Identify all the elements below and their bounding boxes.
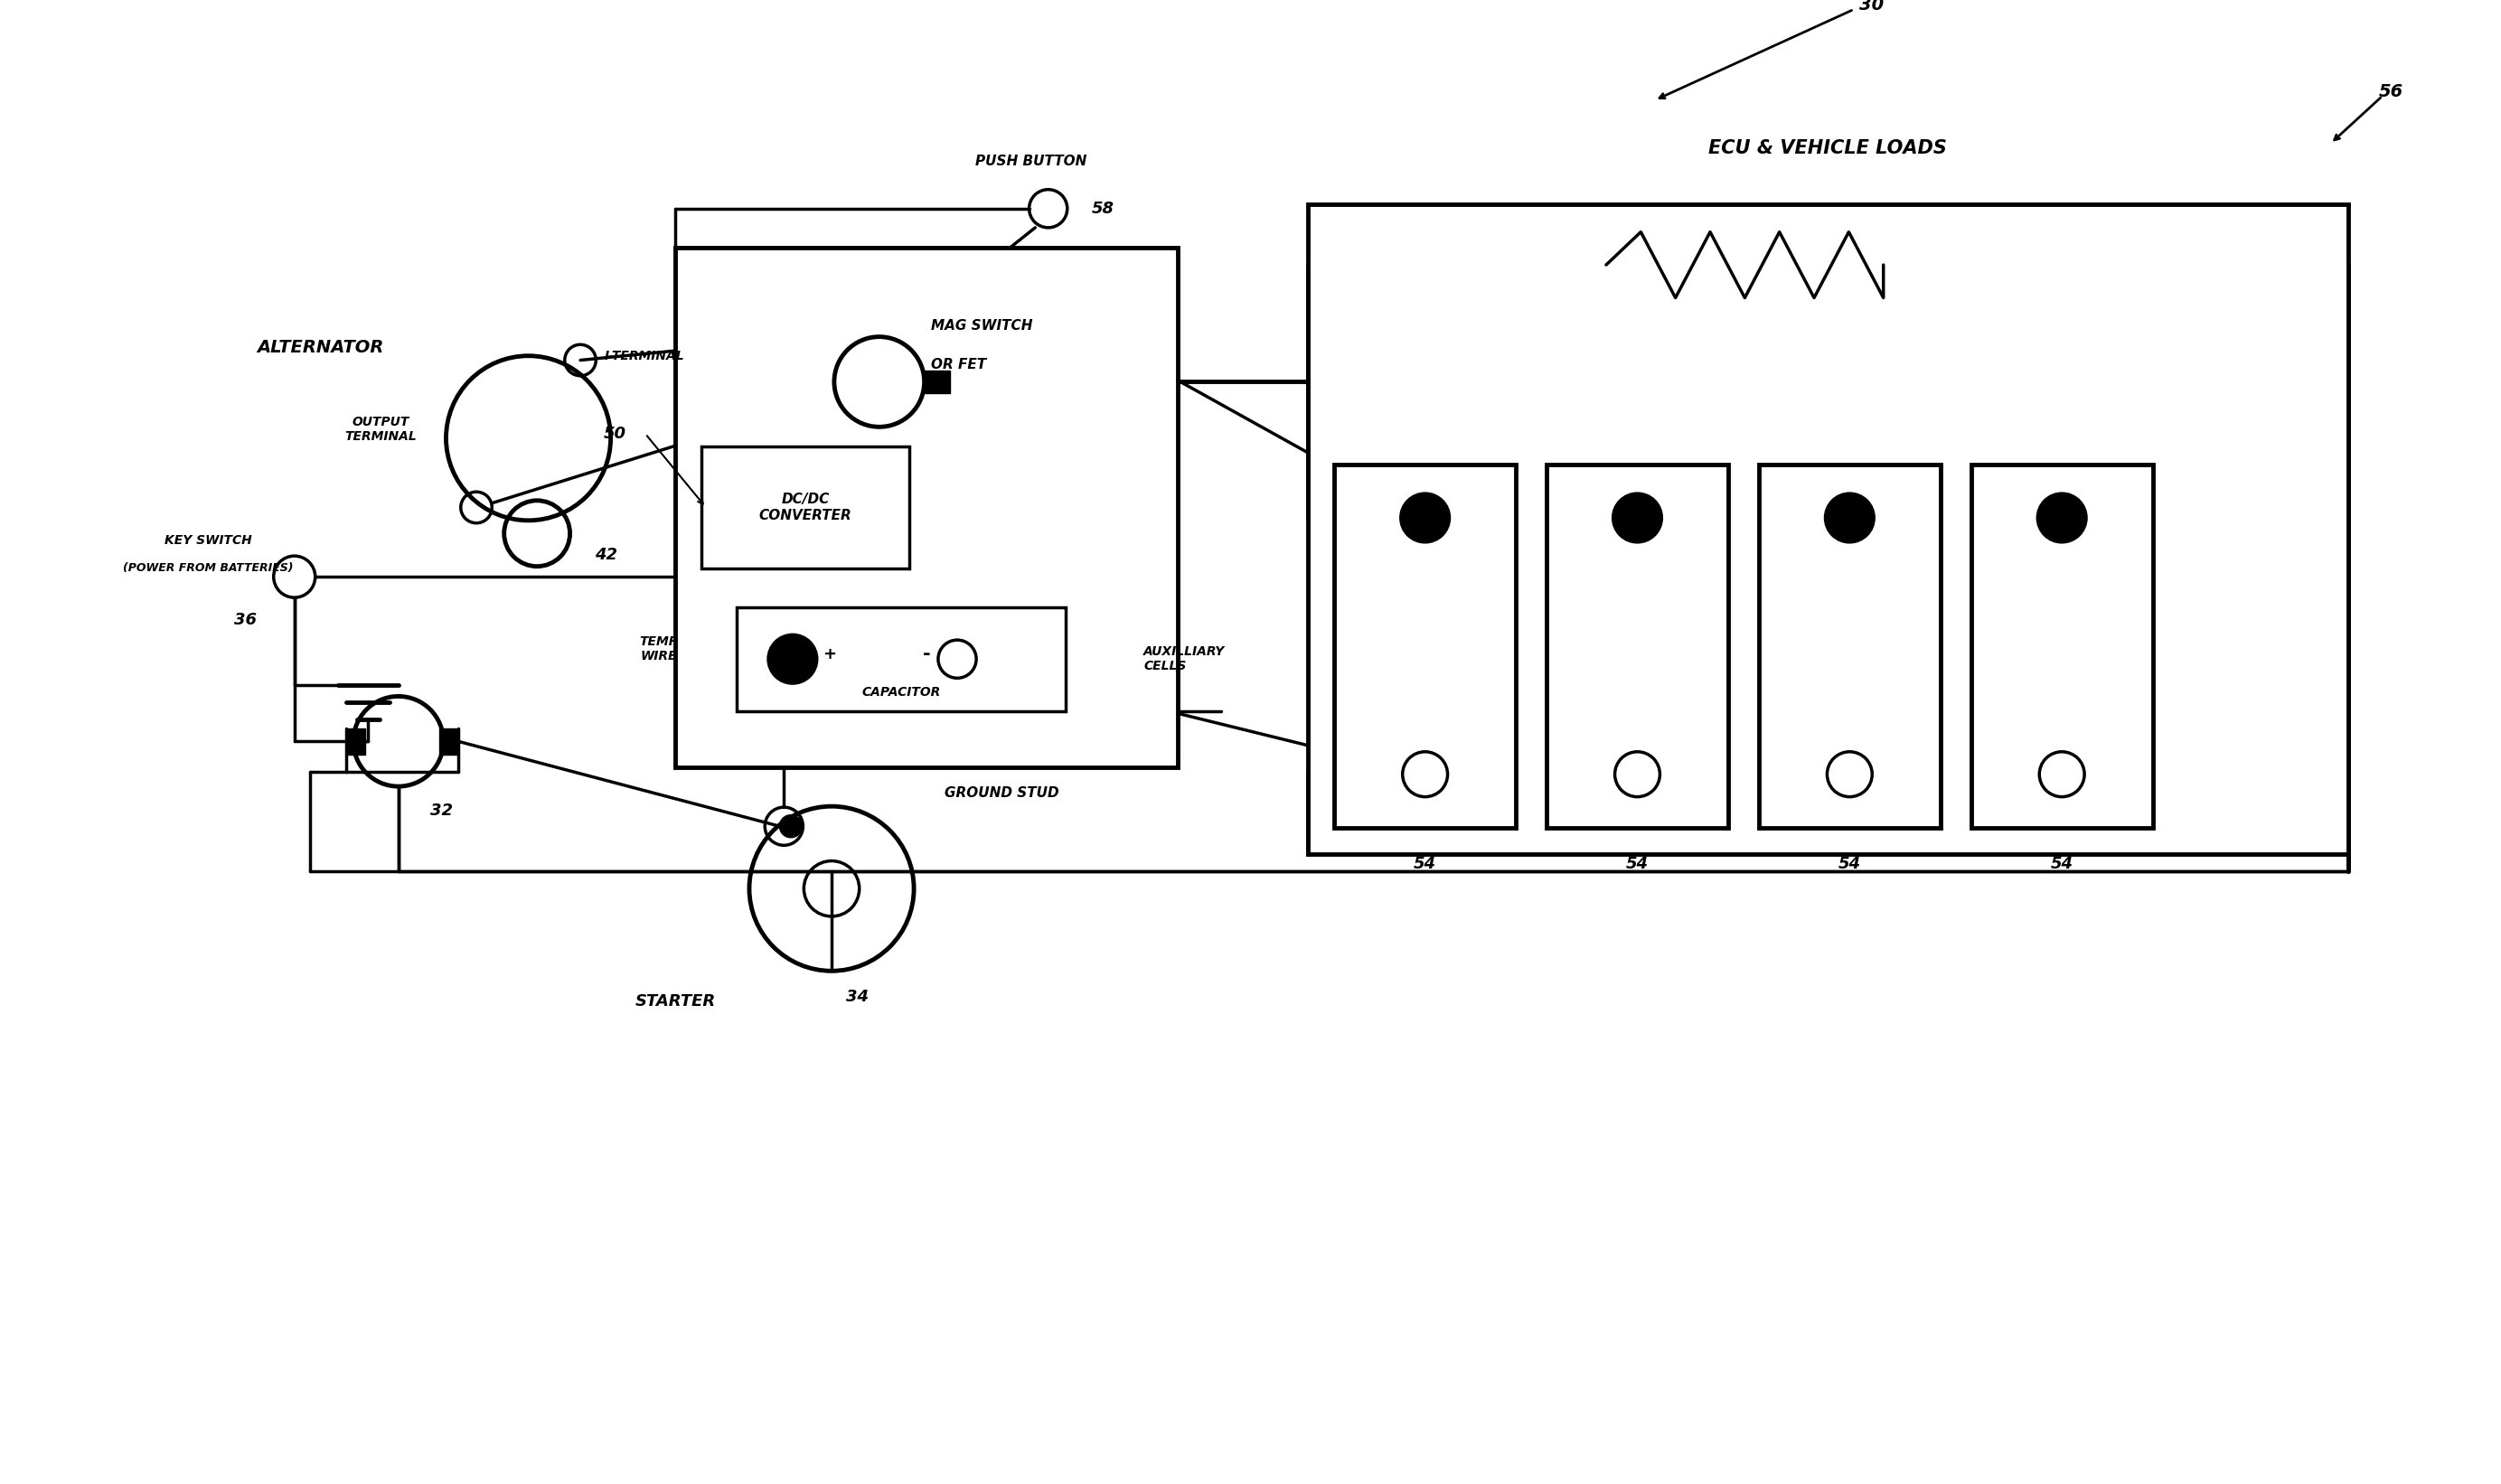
Text: AUXILLIARY
CELLS: AUXILLIARY CELLS [1143,646,1225,672]
Bar [440,729,458,754]
Text: I-TERMINAL: I-TERMINAL [605,350,685,362]
Circle shape [1401,494,1451,542]
Text: 34: 34 [845,988,868,1005]
Text: OUTPUT
TERMINAL: OUTPUT TERMINAL [345,416,418,444]
Text: MAG SWITCH: MAG SWITCH [930,319,1033,332]
Bar [675,248,1178,767]
Text: 50: 50 [603,426,625,442]
Text: DC/DC
CONVERTER: DC/DC CONVERTER [760,493,853,522]
Text: +: + [823,647,835,663]
Bar [348,729,365,754]
Text: ALTERNATOR: ALTERNATOR [258,338,383,356]
Text: ECU & VEHICLE LOADS: ECU & VEHICLE LOADS [1708,139,1948,157]
Bar [1758,464,1941,828]
Text: 56: 56 [2378,83,2403,101]
Text: 54: 54 [2051,856,2073,873]
Text: CAPACITOR: CAPACITOR [860,686,940,699]
Text: TEMP
WIRE: TEMP WIRE [638,635,678,662]
Bar [1971,464,2153,828]
Bar [1308,205,2348,853]
Text: 54: 54 [1413,856,1436,873]
Text: 42: 42 [595,548,618,564]
Text: 54: 54 [1626,856,1648,873]
Bar [925,371,950,393]
Text: 30: 30 [1858,0,1883,13]
Text: -: - [923,646,930,663]
Bar [703,447,910,568]
Circle shape [768,635,818,683]
Text: STARTER: STARTER [635,993,715,1009]
Text: OR FET: OR FET [930,358,985,371]
Text: 36: 36 [233,611,258,628]
Text: 58: 58 [1090,200,1113,217]
Circle shape [2038,494,2086,542]
Bar [1546,464,1728,828]
Text: KEY SWITCH: KEY SWITCH [165,534,253,546]
Text: PUSH BUTTON: PUSH BUTTON [975,154,1085,168]
Text: (POWER FROM BATTERIES): (POWER FROM BATTERIES) [123,562,293,574]
Bar [1333,464,1516,828]
Circle shape [1826,494,1873,542]
Circle shape [1613,494,1661,542]
Text: 32: 32 [430,803,453,819]
Text: GROUND STUD: GROUND STUD [945,787,1058,800]
Text: 54: 54 [1838,856,1861,873]
Circle shape [780,816,800,837]
Bar [735,607,1065,711]
